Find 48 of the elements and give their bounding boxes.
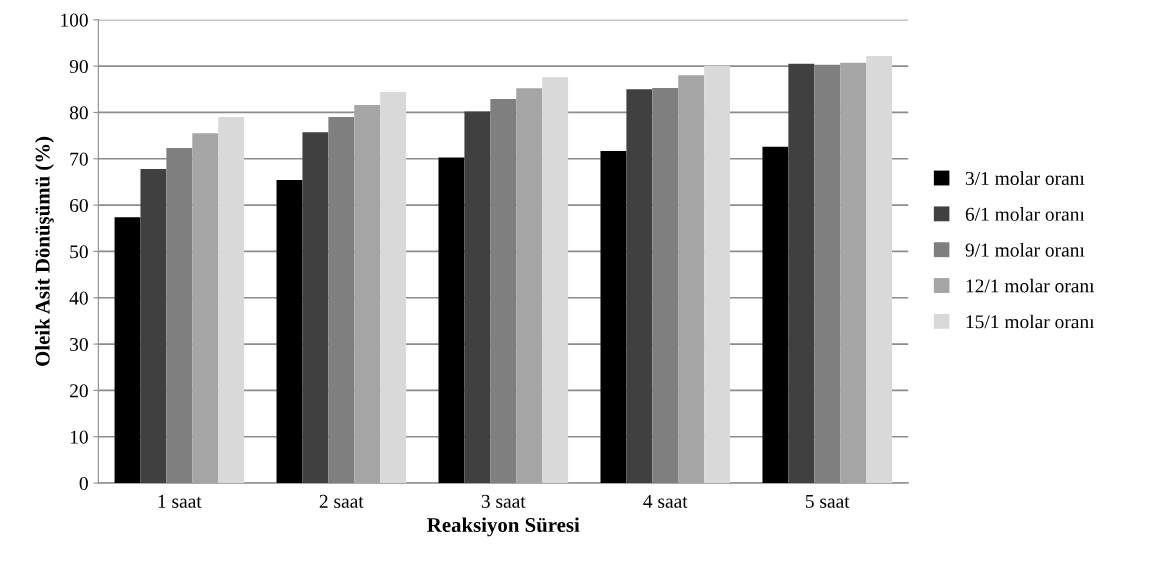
y-tick-label: 10 [70, 430, 88, 444]
x-tick-label: 4 saat [643, 494, 688, 508]
bar [678, 75, 705, 484]
y-tick-label: 20 [70, 384, 88, 398]
x-tick-label: 1 saat [158, 494, 202, 508]
bar [302, 132, 329, 484]
bar [140, 168, 167, 484]
bar [542, 77, 569, 484]
x-tick-label: 3 saat [481, 494, 526, 508]
bar [626, 89, 653, 484]
y-tick-label: 50 [70, 245, 88, 259]
bar [652, 87, 679, 484]
bar [762, 146, 789, 484]
bar [114, 217, 141, 484]
bar [516, 88, 543, 484]
y-axis-title: Oleik Asit Dönüşümü (%) [35, 136, 54, 366]
y-tick-label: 100 [61, 13, 88, 27]
bar [600, 150, 627, 484]
legend-label: 15/1 molar oranı [966, 314, 1095, 329]
x-tick-label: 5 saat [805, 494, 850, 508]
y-tick-label: 80 [69, 106, 88, 120]
legend-label: 6/1 molar oranı [965, 207, 1085, 221]
x-tick-label: 2 saat [319, 494, 364, 508]
x-axis-title: Reaksiyon Süresi [427, 517, 580, 537]
bar [438, 157, 465, 484]
bar [788, 63, 815, 484]
bar [328, 117, 355, 484]
bar [192, 133, 219, 484]
bar [840, 62, 867, 484]
bar [866, 55, 893, 484]
y-tick-label: 30 [70, 337, 88, 352]
y-tick-label: 40 [69, 291, 88, 305]
bar [166, 148, 193, 484]
y-tick-label: 70 [70, 152, 88, 166]
legend-label: 3/1 molar oranı [965, 171, 1085, 185]
y-tick-label: 90 [69, 59, 88, 74]
bar [814, 64, 841, 484]
legend-label: 9/1 molar oranı [965, 242, 1085, 257]
bar [354, 105, 381, 484]
legend-label: 12/1 molar oranı [966, 278, 1095, 293]
bar [380, 92, 407, 484]
y-tick-label: 60 [70, 198, 88, 213]
bar [704, 65, 731, 484]
bar [490, 99, 517, 484]
y-tick-label: 0 [79, 476, 88, 491]
bar [218, 117, 245, 484]
bar [464, 111, 491, 484]
bar [276, 180, 303, 484]
